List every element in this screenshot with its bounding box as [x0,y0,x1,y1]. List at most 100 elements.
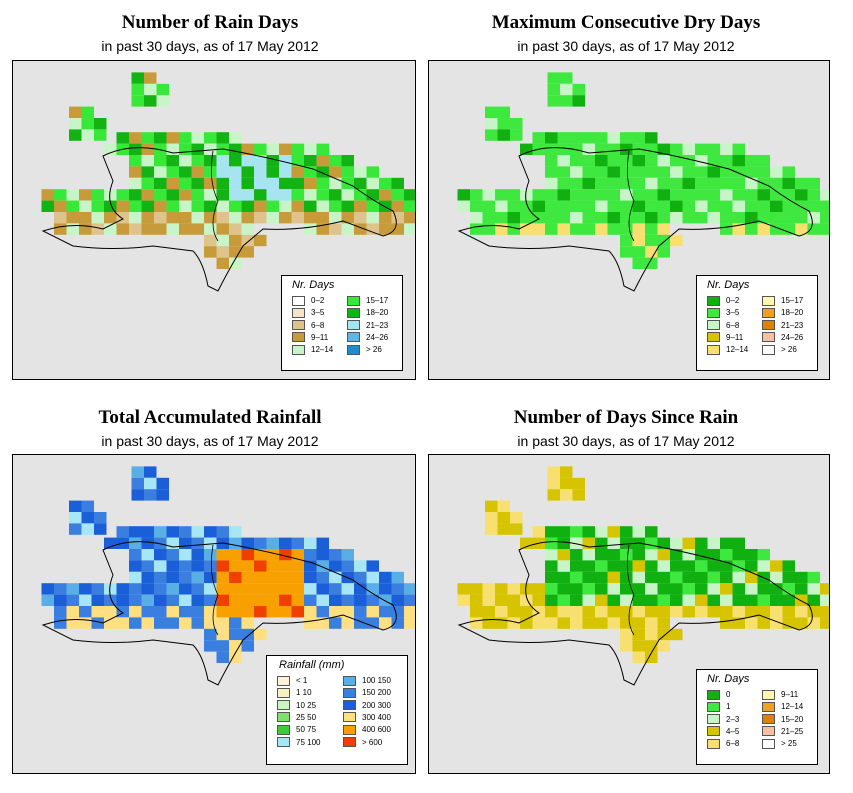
grid-cell [291,166,304,178]
grid-cell [582,606,595,618]
grid-cell [141,526,154,538]
grid-cell [341,189,354,201]
grid-cell [279,166,292,178]
grid-cell [657,189,670,201]
grid-cell [391,223,404,235]
grid-cell [570,537,583,549]
grid-cell [682,177,695,190]
legend-label: 12–14 [781,702,804,712]
legend-item: > 600 [343,737,382,748]
legend-swatch [762,295,775,306]
grid-cell [795,189,808,201]
grid-cell [632,617,645,629]
grid-cell [470,606,483,618]
legend-swatch [762,689,775,700]
grid-cell [495,189,508,201]
grid-cell [620,212,633,224]
grid-cell [757,606,770,618]
grid-cell [607,200,620,212]
legend-label: 12–14 [311,345,334,355]
legend-swatch [292,332,305,343]
legend-item: 9–11 [762,689,798,700]
grid-cell [279,537,292,549]
grid-cell [229,537,242,549]
grid-cell [607,560,620,572]
grid-cell [241,246,254,258]
grid-cell [570,560,583,572]
grid-cell [329,560,342,572]
grid-cell [560,95,573,107]
grid-cell [770,212,783,224]
legend-label: 4–5 [726,726,740,736]
grid-cell [316,189,329,201]
grid-cell [166,537,179,549]
grid-cell [329,166,342,178]
panel-subtitle: in past 30 days, as of 17 May 2012 [517,433,735,449]
legend-item: 6–8 [707,320,739,331]
grid-cell [304,189,317,201]
grid-cell [620,223,633,235]
grid-cell [379,617,392,629]
grid-cell [291,189,304,201]
grid-cell [404,212,415,224]
grid-cell [154,560,167,572]
grid-cell [782,223,795,235]
grid-cell [204,526,217,538]
grid-cell [341,223,354,235]
grid-cell [66,200,79,212]
grid-cell [279,155,292,167]
grid-cell [757,212,770,224]
grid-cell [104,200,117,212]
grid-cell [54,583,67,595]
grid-cell [695,212,708,224]
grid-cell [457,200,470,212]
legend-label: > 600 [362,737,383,747]
grid-cell [645,560,658,572]
grid-cell [366,594,379,606]
legend-item: 200 300 [343,700,391,711]
grid-cell [79,212,92,224]
grid-cell [557,132,570,144]
grid-cell [254,177,267,190]
legend-item: 18–20 [347,307,388,318]
grid-cell [229,200,242,212]
grid-cell [179,583,192,595]
grid-cell [104,594,117,606]
grid-cell [582,177,595,190]
grid-cell [582,571,595,584]
map: Nr. Days 0–2 3–5 6–8 9–11 12–14 15–17 18–20 21–… [12,60,416,380]
grid-cell [216,549,229,561]
legend-item: 150 200 [343,687,391,698]
panel-subtitle: in past 30 days, as of 17 May 2012 [101,38,319,54]
map: Nr. Days 0 1 2–3 4–5 6–8 9–11 12–14 15–20 21–25 >… [428,454,830,774]
grid-cell [229,246,242,258]
legend-swatch [347,320,360,331]
legend-item: 15–17 [762,295,803,306]
grid-cell [545,594,558,606]
grid-cell [795,594,808,606]
grid-cell [141,549,154,561]
grid-cell [304,155,317,167]
grid-cell [595,200,608,212]
grid-cell [795,223,808,235]
grid-cell [179,223,192,235]
grid-cell [191,560,204,572]
grid-cell [104,606,117,618]
grid-cell [144,466,157,478]
grid-cell [620,132,633,144]
legend-item: 75 100 [277,737,320,748]
legend-label: 6–8 [726,739,740,749]
legend-label: 150 200 [362,688,391,698]
grid-cell [316,155,329,167]
legend-title: Nr. Days [292,279,335,291]
grid-cell [354,212,367,224]
grid-cell [291,177,304,190]
grid-cell [291,594,304,606]
grid-cell [495,606,508,618]
grid-cell [495,583,508,595]
grid-cell [470,189,483,201]
grid-cell [670,166,683,178]
grid-cell [279,606,292,618]
grid-cell [620,155,633,167]
grid-cell [757,223,770,235]
